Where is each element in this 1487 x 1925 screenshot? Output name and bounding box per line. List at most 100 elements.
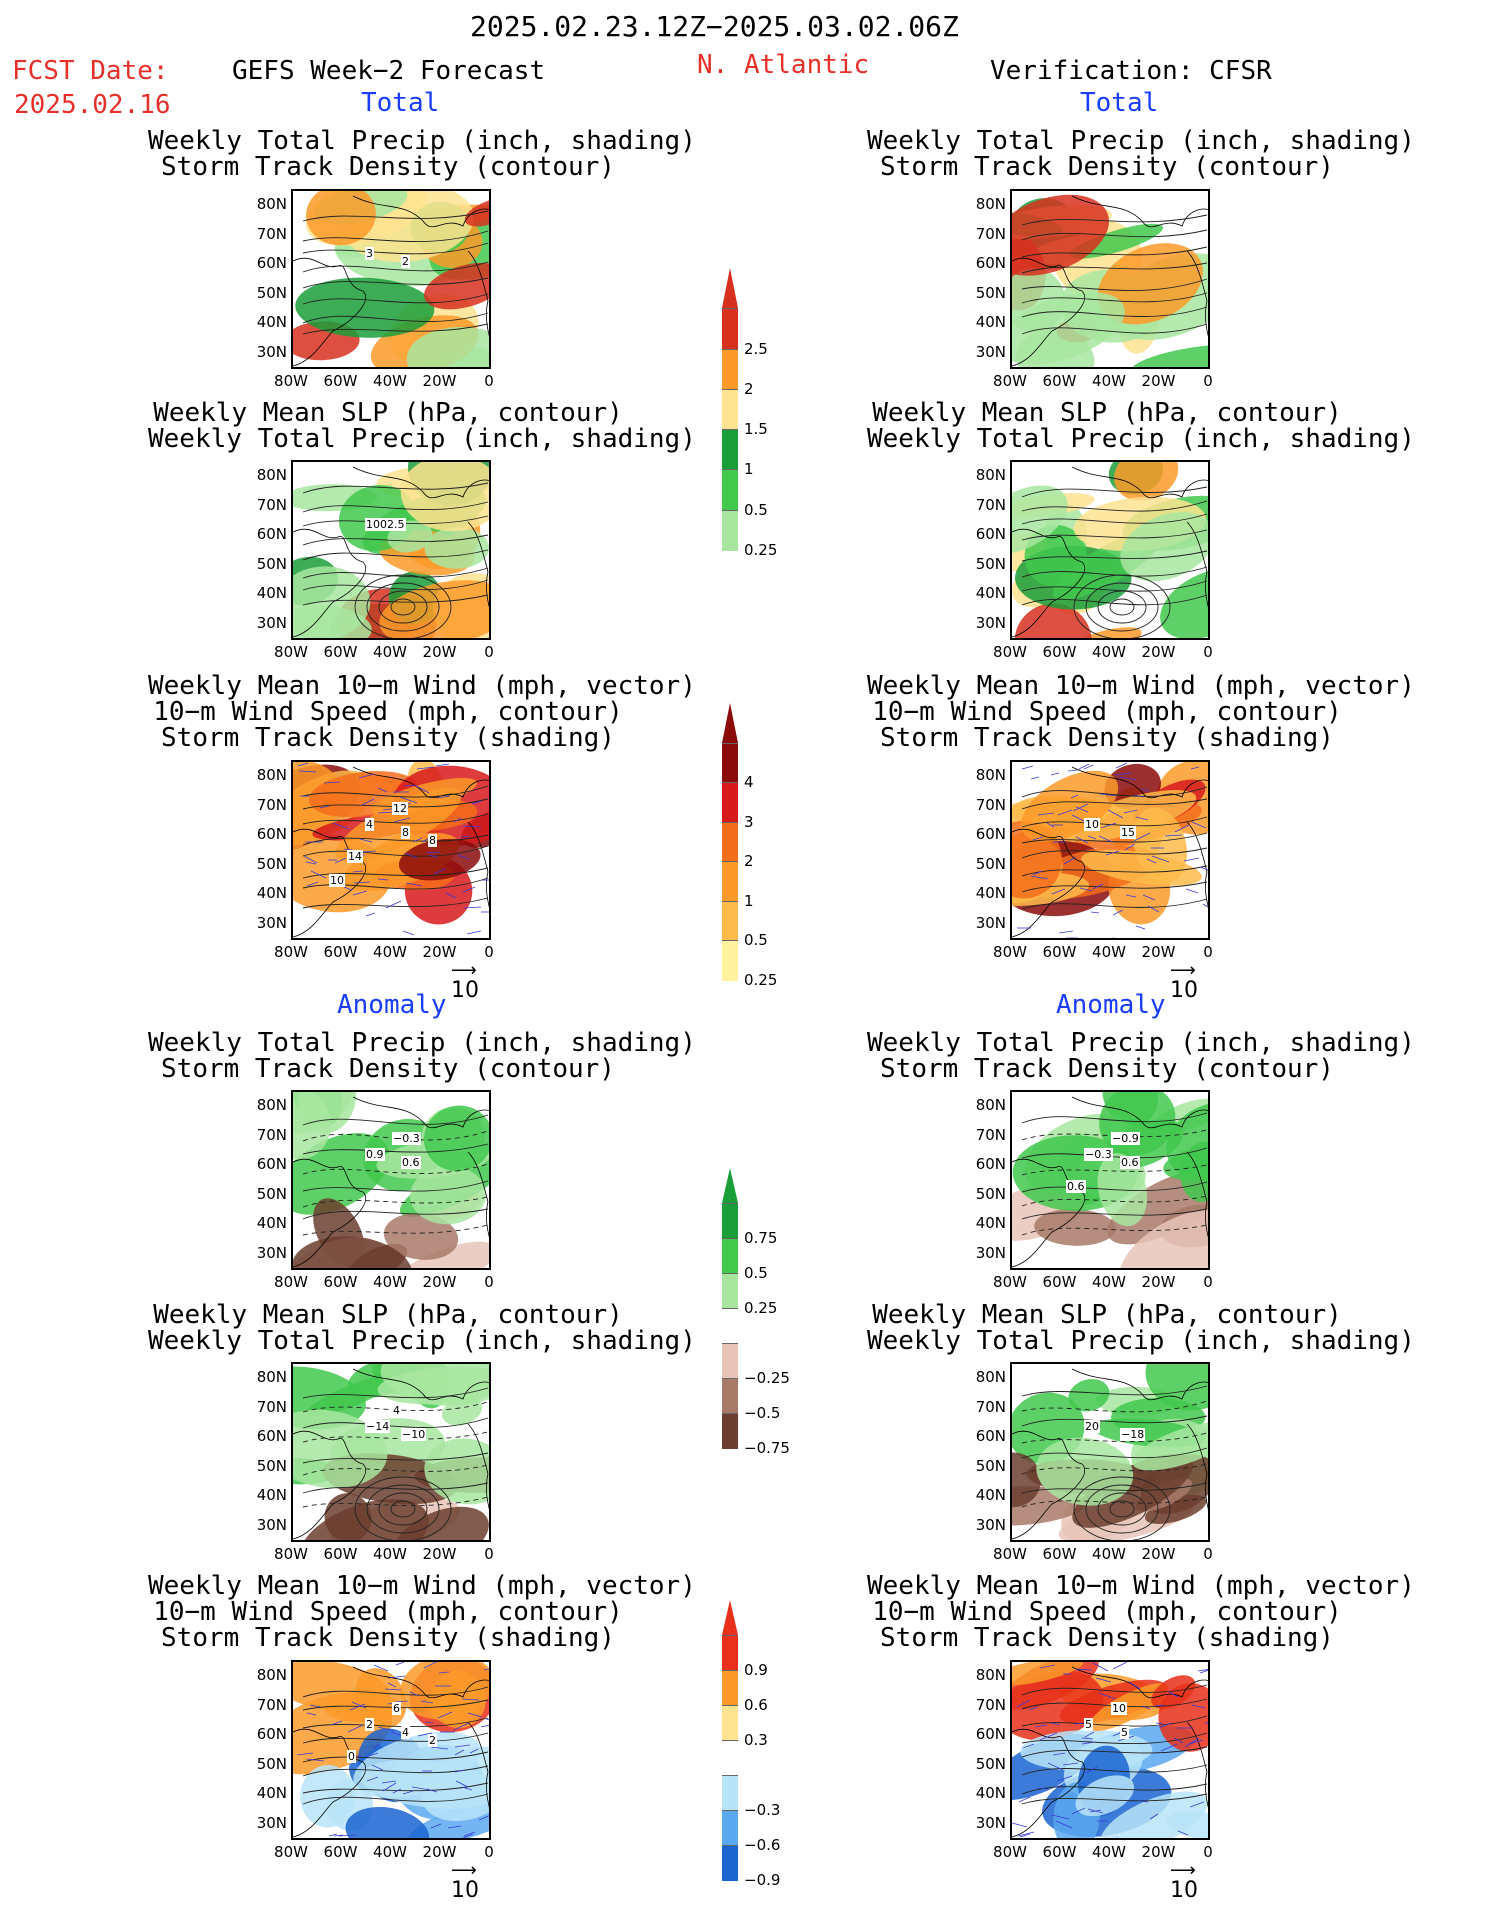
lat-label: 70N xyxy=(975,1125,1006,1144)
lon-label: 80W xyxy=(274,643,308,661)
colorbar-segment xyxy=(722,861,738,902)
contour-label: 0.9 xyxy=(365,1148,385,1161)
lon-label: 60W xyxy=(323,643,358,661)
map-panel-r2 xyxy=(1010,460,1210,640)
lat-label: 80N xyxy=(975,466,1006,484)
panel-title-l3-line1: Weekly Mean 10−m Wind (mph, vector) xyxy=(148,671,696,701)
colorbar-label: −0.3 xyxy=(744,1801,781,1819)
lat-label: 50N xyxy=(975,283,1006,302)
lon-label: 40W xyxy=(1092,372,1126,390)
panel-title-r2-line1: Weekly Mean SLP (hPa, contour) xyxy=(872,398,1342,428)
colorbar-label: 0.5 xyxy=(744,1264,768,1282)
contour-label: 20 xyxy=(1084,1420,1100,1433)
lat-label: 30N xyxy=(256,913,287,932)
colorbar-label: 1.5 xyxy=(744,420,768,438)
colorbar-segment xyxy=(722,822,738,863)
contour-label: −14 xyxy=(365,1420,391,1433)
colorbar-label: 0.6 xyxy=(744,1696,768,1714)
lon-label: 40W xyxy=(1092,943,1126,961)
contour-label: 2 xyxy=(401,255,410,268)
colorbar-segment xyxy=(722,429,738,470)
vector-ref-value: 10 xyxy=(451,978,479,1003)
panel-title-l3-line3: Storm Track Density (shading) xyxy=(161,723,615,753)
colorbar-label: 0.25 xyxy=(744,541,778,559)
fcst-date-value: 2025.02.16 xyxy=(14,90,171,120)
lon-label: 80W xyxy=(274,943,308,961)
colorbar-precip_total: 2.5 2 1.5 1 0.5 0.25 xyxy=(722,268,842,559)
lon-label: 40W xyxy=(1092,643,1126,661)
lat-label: 60N xyxy=(975,1427,1006,1445)
colorbar-track_total: 4 3 2 1 0.5 0.25 xyxy=(722,703,842,989)
lon-label: 60W xyxy=(1042,1545,1077,1563)
lat-label: 70N xyxy=(975,1695,1006,1714)
contour-label: −0.9 xyxy=(1111,1132,1140,1145)
colorbar-track_anom: 0.9 0.6 0.3 −0.3 −0.6 −0.9 xyxy=(722,1600,842,1889)
lat-label: 50N xyxy=(256,854,287,873)
colorbar-label: 2 xyxy=(744,380,754,398)
lat-label: 60N xyxy=(975,254,1006,272)
lon-label: 20W xyxy=(1141,1843,1176,1861)
lat-label: 80N xyxy=(256,195,287,213)
lat-label: 40N xyxy=(256,584,287,602)
gefs-title: GEFS Week−2 Forecast xyxy=(232,56,546,86)
total-label-left: Total xyxy=(361,88,440,118)
lat-label: 40N xyxy=(975,1214,1006,1232)
panel-title-l2-line1: Weekly Mean SLP (hPa, contour) xyxy=(153,398,623,428)
contour-label: −0.3 xyxy=(392,1132,421,1145)
lon-label: 0 xyxy=(484,1273,494,1291)
verification-title: Verification: CFSR xyxy=(990,56,1272,86)
contour-label: 10 xyxy=(1111,1702,1127,1715)
colorbar-label: 3 xyxy=(744,813,754,831)
contour-label: 3 xyxy=(365,247,374,260)
lat-label: 40N xyxy=(256,313,287,331)
anomaly-label-left: Anomaly xyxy=(337,990,447,1020)
map-panel-r6: 5 5 10 xyxy=(1010,1660,1210,1840)
lon-label: 20W xyxy=(1141,943,1176,961)
lon-label: 80W xyxy=(274,1545,308,1563)
lat-label: 60N xyxy=(256,1155,287,1173)
lon-label: 0 xyxy=(1203,643,1213,661)
lon-label: 0 xyxy=(1203,1545,1213,1563)
colorbar-label: 4 xyxy=(744,773,754,791)
lat-label: 40N xyxy=(975,1486,1006,1504)
contour-label: 2 xyxy=(428,1734,437,1747)
lat-label: 40N xyxy=(975,313,1006,331)
lon-label: 0 xyxy=(484,1843,494,1861)
colorbar-label: −0.25 xyxy=(744,1369,790,1387)
colorbar-label: 0.5 xyxy=(744,501,768,519)
panel-title-r3-line3: Storm Track Density (shading) xyxy=(880,723,1334,753)
panel-title-l4-line2: Storm Track Density (contour) xyxy=(161,1054,615,1084)
lat-label: 30N xyxy=(975,1243,1006,1262)
lon-label: 20W xyxy=(422,1545,457,1563)
contour-label: 8 xyxy=(428,834,437,847)
lat-label: 40N xyxy=(256,1784,287,1802)
contour-label: 10 xyxy=(329,874,345,887)
colorbar-segment xyxy=(722,1705,738,1741)
colorbar-top-arrow xyxy=(722,1600,738,1635)
lat-label: 80N xyxy=(256,1096,287,1114)
panel-title-r6-line2: 10−m Wind Speed (mph, contour) xyxy=(872,1597,1342,1627)
contour-label: 0.6 xyxy=(1066,1180,1086,1193)
lat-label: 80N xyxy=(975,195,1006,213)
lat-label: 70N xyxy=(975,1397,1006,1416)
colorbar-top-arrow xyxy=(722,268,738,308)
colorbar-segment xyxy=(722,1670,738,1706)
colorbar-segment xyxy=(722,1413,738,1449)
colorbar-segment xyxy=(722,1273,738,1309)
lat-label: 40N xyxy=(975,584,1006,602)
contour-label: −18 xyxy=(1120,1428,1146,1441)
lon-label: 40W xyxy=(373,1273,407,1291)
lat-label: 70N xyxy=(975,795,1006,814)
lat-label: 50N xyxy=(975,554,1006,573)
lon-label: 40W xyxy=(1092,1273,1126,1291)
lat-label: 40N xyxy=(975,884,1006,902)
lon-label: 60W xyxy=(1042,1843,1077,1861)
fcst-date-label: FCST Date: xyxy=(12,56,169,86)
lon-label: 40W xyxy=(373,372,407,390)
lat-label: 30N xyxy=(256,342,287,361)
contour-label: 15 xyxy=(1120,826,1136,839)
lon-label: 80W xyxy=(993,1843,1027,1861)
lon-label: 0 xyxy=(484,643,494,661)
colorbar-label: 0.25 xyxy=(744,1299,778,1317)
